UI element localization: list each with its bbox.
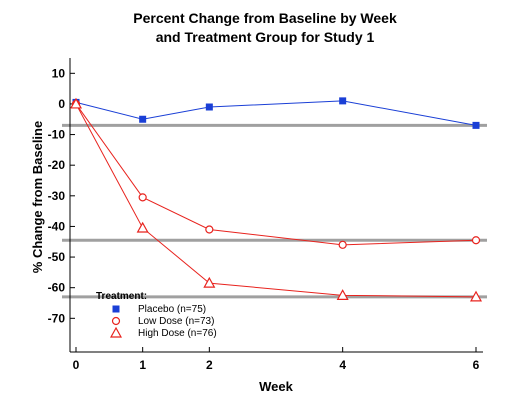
legend-label-0: Placebo (n=75) <box>138 304 206 315</box>
series-1-point-circle-marker <box>471 236 481 245</box>
x-axis-label: Week <box>259 379 293 394</box>
legend-label-2: High Dose (n=76) <box>138 328 217 339</box>
series-0-line <box>75 100 477 126</box>
series-2-point-triangle-marker <box>203 276 216 288</box>
legend-1-circle-marker <box>111 316 121 326</box>
legend-0-square-marker <box>112 305 120 313</box>
y-tick-label: -30 <box>48 189 66 203</box>
y-tick-label: 10 <box>52 66 66 80</box>
y-axis-ticks: 10 0 -10 -20 -30 -40 -50 -60 -70 <box>48 66 75 325</box>
y-tick-label: -50 <box>48 250 66 264</box>
y-tick-label: -60 <box>48 281 66 295</box>
chart-title-line-2: and Treatment Group for Study 1 <box>156 29 375 45</box>
x-tick-label: 2 <box>206 358 213 372</box>
series-2-point-triangle-marker <box>336 289 349 300</box>
x-tick-label: 4 <box>339 358 346 372</box>
y-axis-label: % Change from Baseline <box>30 121 45 273</box>
legend-2-triangle-marker <box>109 326 123 338</box>
series-0-point-square-marker <box>472 121 480 129</box>
series-1 <box>71 99 481 249</box>
y-tick-label: -40 <box>48 219 66 233</box>
legend: Treatment: Placebo (n=75)Low Dose (n=73)… <box>96 291 217 339</box>
series-1-point-circle-marker <box>138 193 147 202</box>
x-tick-label: 0 <box>73 358 80 372</box>
series-2 <box>69 97 483 302</box>
reference-lines <box>62 123 487 299</box>
y-tick-label: -10 <box>48 128 66 142</box>
x-tick-label: 6 <box>473 358 480 372</box>
y-tick-label: 0 <box>58 97 65 111</box>
series-layer <box>69 97 483 302</box>
x-axis-ticks: 0 1 2 4 6 <box>73 347 480 372</box>
series-2-point-triangle-marker <box>469 290 483 302</box>
series-0-point-square-marker <box>139 115 147 123</box>
series-0-point-square-marker <box>205 103 213 111</box>
x-tick-label: 1 <box>139 358 146 372</box>
series-2-point-triangle-marker <box>136 221 149 233</box>
axes <box>69 58 483 353</box>
y-tick-label: -20 <box>48 158 66 172</box>
series-1-point-circle-marker <box>338 240 347 249</box>
legend-label-1: Low Dose (n=73) <box>138 316 214 327</box>
series-2-line <box>75 103 477 298</box>
series-2-point-triangle-marker <box>69 97 83 109</box>
series-1-point-circle-marker <box>205 225 214 234</box>
chart-title-line-1: Percent Change from Baseline by Week <box>133 10 397 26</box>
legend-title: Treatment: <box>96 291 147 302</box>
series-0-point-square-marker <box>339 97 347 105</box>
y-tick-label: -70 <box>48 311 66 325</box>
